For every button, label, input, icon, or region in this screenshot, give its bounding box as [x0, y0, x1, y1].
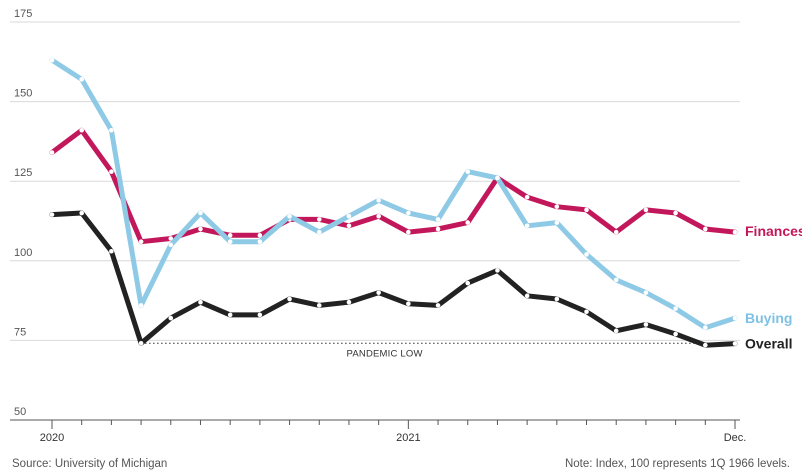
- buying-point: [257, 239, 263, 244]
- buying-point: [168, 242, 174, 248]
- overall-point: [79, 210, 84, 216]
- buying-point: [584, 252, 589, 257]
- finances-point: [257, 233, 263, 238]
- overall-point: [406, 301, 411, 307]
- x-axis: 2020 2021 Dec.: [10, 419, 747, 444]
- buying-point: [435, 217, 441, 222]
- buying-point: [376, 198, 381, 203]
- source-note: Source: University of Michigan: [12, 458, 168, 470]
- pandemic-low-annotation: PANDEMIC LOW: [141, 342, 735, 359]
- series-finances: [49, 127, 738, 245]
- overall-point: [673, 331, 678, 337]
- overall-point: [287, 296, 292, 302]
- buying-point: [346, 213, 352, 219]
- buying-point: [465, 169, 471, 174]
- finances-point: [198, 226, 203, 232]
- overall-point: [198, 299, 203, 305]
- finances-point: [643, 207, 649, 213]
- finances-point: [584, 207, 589, 213]
- pandemic-low-label: PANDEMIC LOW: [347, 348, 423, 359]
- finances-point: [406, 229, 411, 235]
- overall-point: [465, 280, 471, 286]
- buying-point: [673, 306, 678, 311]
- finances-point: [227, 233, 233, 238]
- overall-point: [732, 341, 738, 346]
- finances-point: [732, 229, 738, 235]
- finances-point: [703, 226, 708, 232]
- y-tick-label: 125: [14, 167, 32, 179]
- buying-point: [287, 213, 292, 219]
- overall-point: [227, 312, 233, 318]
- index-note: Note: Index, 100 represents 1Q 1966 leve…: [564, 458, 790, 470]
- overall-point: [524, 293, 530, 299]
- finances-point: [49, 150, 55, 155]
- finances-point: [554, 204, 560, 209]
- overall-line: [49, 210, 738, 348]
- overall-point: [613, 328, 619, 334]
- overall-point: [346, 299, 352, 305]
- y-tick-label: 100: [14, 247, 32, 259]
- overall-point: [435, 303, 441, 308]
- line-chart: 175 150 125 100 75 50 2020 2021 Dec. PANDEMIC L…: [10, 8, 802, 444]
- buying-point: [227, 239, 233, 244]
- series-label-buying: Buying: [745, 310, 792, 326]
- finances-point: [138, 239, 144, 244]
- y-tick-label: 150: [14, 88, 32, 100]
- overall-point: [168, 315, 174, 321]
- buying-point: [109, 127, 114, 133]
- finances-point: [79, 127, 84, 133]
- series-overall: [49, 210, 738, 348]
- overall-point: [584, 309, 589, 315]
- buying-point: [524, 223, 530, 229]
- overall-point: [138, 340, 144, 346]
- finances-point: [168, 236, 174, 241]
- finances-point: [524, 194, 530, 200]
- buying-point: [198, 210, 203, 216]
- finances-point: [346, 223, 352, 229]
- finances-line: [49, 127, 738, 245]
- buying-point: [316, 229, 322, 235]
- buying-point: [495, 175, 500, 181]
- finances-point: [465, 220, 471, 225]
- finances-point: [673, 210, 678, 216]
- overall-point: [257, 312, 263, 318]
- series-label-finances: Finances: [745, 223, 802, 239]
- buying-point: [79, 77, 84, 82]
- buying-point: [406, 210, 411, 216]
- overall-point: [376, 290, 381, 295]
- buying-point: [643, 290, 649, 295]
- overall-point: [643, 322, 649, 327]
- buying-point: [554, 220, 560, 225]
- buying-point: [49, 57, 55, 63]
- buying-point: [613, 277, 619, 283]
- finances-point: [435, 226, 441, 232]
- finances-point: [613, 229, 619, 235]
- y-axis-tick-labels: 175 150 125 100 75 50: [14, 8, 32, 418]
- overall-point: [49, 212, 55, 217]
- series-labels: Finances Buying Overall: [745, 223, 802, 351]
- x-tick-label: 2021: [396, 432, 420, 444]
- x-tick-label: Dec.: [724, 432, 747, 444]
- overall-point: [703, 342, 708, 348]
- series-buying: [49, 57, 738, 331]
- x-tick-label: 2020: [40, 432, 64, 444]
- y-tick-label: 175: [14, 8, 32, 20]
- y-tick-label: 75: [14, 326, 26, 338]
- series-label-overall: Overall: [745, 336, 792, 352]
- finances-point: [109, 169, 114, 174]
- buying-point: [138, 303, 144, 308]
- overall-point: [316, 303, 322, 308]
- finances-point: [316, 217, 322, 222]
- buying-line: [49, 57, 738, 331]
- y-tick-label: 50: [14, 406, 26, 418]
- overall-point: [109, 248, 114, 254]
- finances-point: [376, 213, 381, 219]
- overall-point: [495, 268, 500, 273]
- overall-point: [554, 296, 560, 302]
- buying-point: [703, 325, 708, 330]
- buying-point: [732, 315, 738, 321]
- series-lines: [49, 57, 738, 348]
